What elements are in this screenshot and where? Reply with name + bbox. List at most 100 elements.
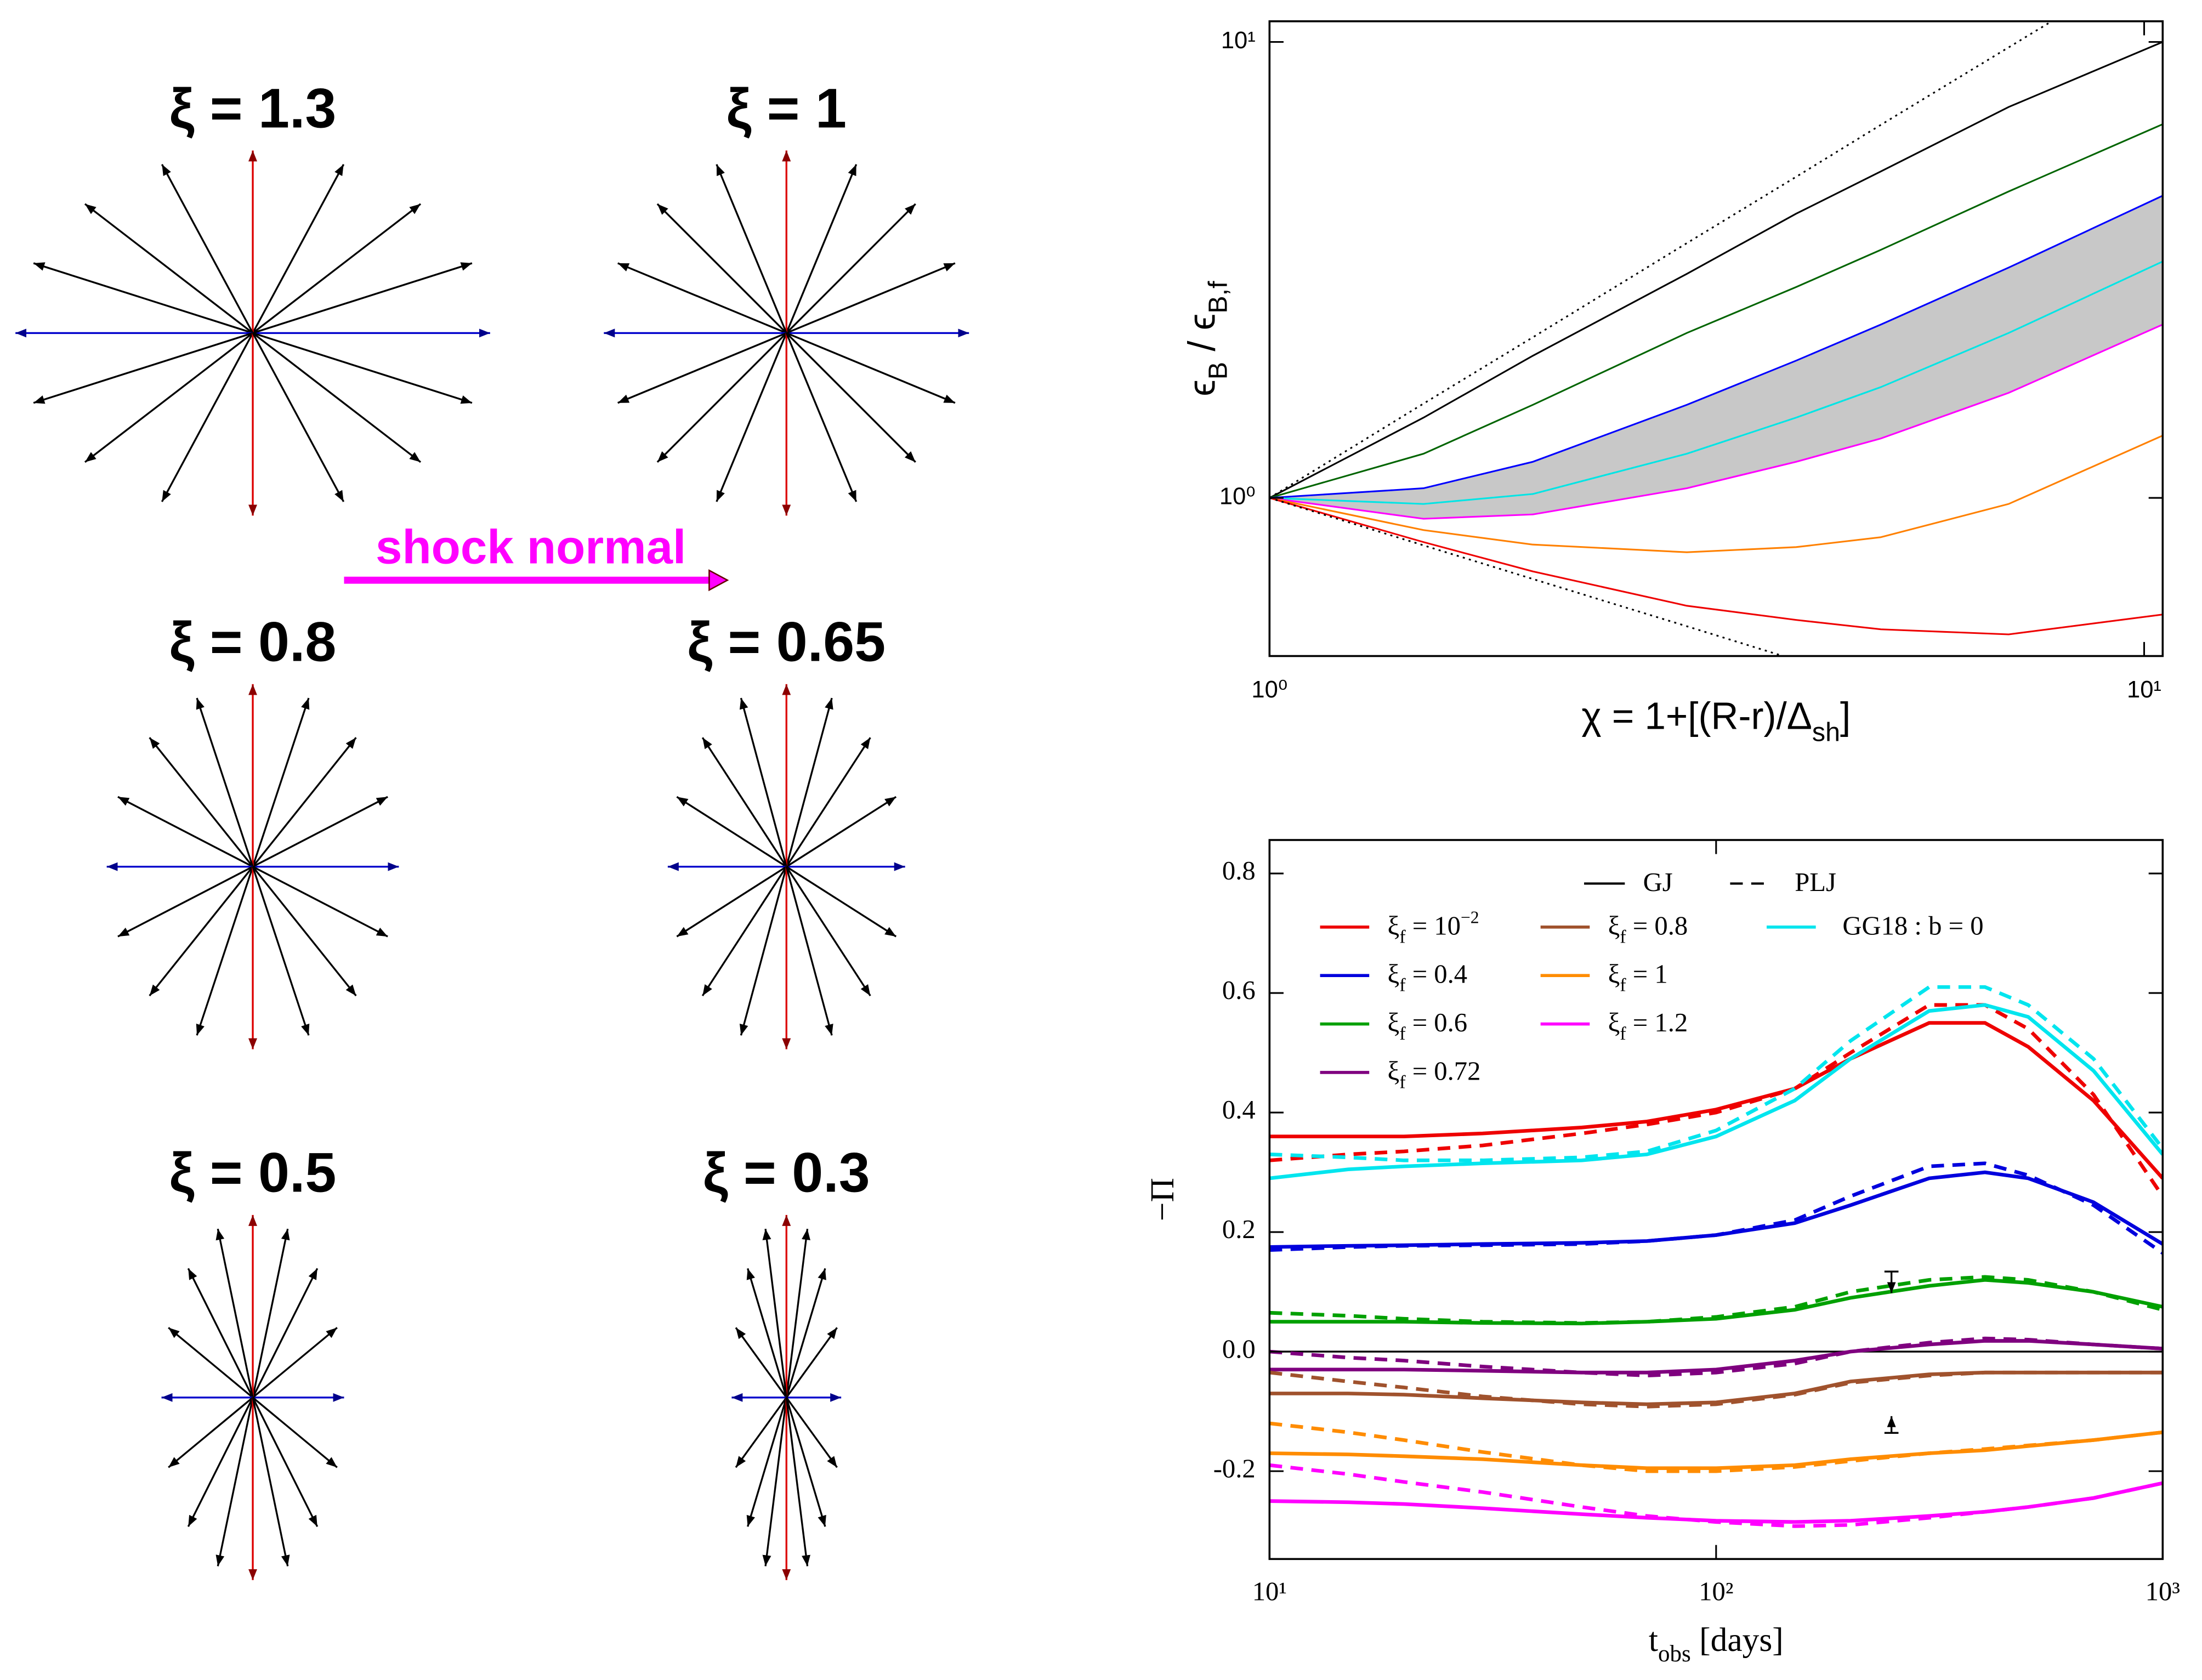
vector (161, 332, 254, 502)
vector (252, 1268, 319, 1398)
vector (762, 1228, 787, 1398)
series-line (1269, 1278, 2163, 1326)
legend-label-part: = 1 (1626, 960, 1668, 989)
x-tick-label: 10¹ (2127, 677, 2161, 703)
series-line (1269, 1421, 2163, 1473)
x-axis-label: χ = 1+[(R-r)/Δsh] (1581, 695, 1851, 747)
legend-label-part: f (1620, 927, 1626, 947)
legend-label: GG18 : b = 0 (1842, 911, 1983, 941)
x-axis-label-part: obs (1658, 1641, 1691, 1667)
vector (252, 332, 422, 463)
legend-style-label: PLJ (1795, 867, 1836, 897)
y-axis-label: −Π (1144, 1178, 1181, 1221)
vector (33, 332, 253, 404)
vector (746, 1268, 787, 1398)
vector (252, 1228, 290, 1398)
legend-label-part: ξ (1608, 911, 1620, 941)
legend-label-part: −2 (1461, 907, 1479, 927)
vector (252, 1397, 319, 1527)
y-tick-label: 0.6 (1222, 975, 1256, 1005)
legend-label-part: f (1399, 1072, 1406, 1093)
legend-label-part: ξ (1387, 1008, 1399, 1037)
vector (84, 203, 254, 334)
vector (252, 866, 310, 1036)
legend-label-part: = 0.8 (1626, 911, 1688, 941)
vector (252, 262, 473, 334)
vector (785, 1397, 838, 1468)
legend-label-part: ξ (1387, 1057, 1399, 1086)
y-tick-label: 10⁰ (1219, 484, 1256, 510)
vector (33, 262, 253, 334)
vector (785, 697, 833, 867)
legend-label-part: f (1399, 927, 1406, 947)
vector (252, 163, 345, 334)
x-axis-label-part: χ = 1+[(R-r)/Δ (1581, 695, 1812, 737)
series-line (1269, 985, 2163, 1162)
legend-label-part: = 0.72 (1406, 1057, 1481, 1086)
vector (785, 1397, 826, 1527)
legend-label: ξf = 10−2 (1387, 907, 1479, 947)
y-axis-label-part: B,f (1203, 281, 1233, 314)
x-axis-label-part: t (1649, 1621, 1658, 1659)
y-tick-label: 10¹ (1221, 27, 1256, 54)
diagram: ξ = 0.8 (106, 610, 399, 1049)
diagram: ξ = 1 (604, 76, 969, 516)
vector (617, 262, 787, 334)
x-tick-label: 10² (1699, 1577, 1733, 1607)
vector (215, 1397, 254, 1567)
vector (252, 332, 473, 404)
legend-style-label: GJ (1643, 867, 1673, 897)
series-line (1269, 497, 2163, 635)
vector (716, 332, 787, 502)
vector (149, 866, 254, 997)
vector (196, 697, 254, 867)
diagram-label: ξ = 0.65 (687, 610, 886, 673)
series-line (1269, 1336, 2163, 1378)
vector (117, 866, 253, 938)
vector (786, 262, 956, 334)
series-line (1269, 41, 2163, 499)
vector (252, 796, 388, 868)
legend-label-part: = 0.6 (1406, 1008, 1468, 1037)
plot-frame (1268, 20, 2164, 657)
vector (785, 1228, 810, 1398)
vector (252, 1397, 338, 1468)
y-tick-label: 0.2 (1222, 1214, 1256, 1244)
vector (676, 866, 787, 938)
legend-label: ξf = 1.2 (1608, 1008, 1688, 1044)
chart: 10⁰ 10¹ 10⁰ 10¹ χ = 1+[(R-r)/Δsh] ϵB / ϵB,f (1181, 20, 2164, 747)
vector (701, 737, 787, 867)
legend-label-part: = 0.4 (1406, 960, 1468, 989)
vector (785, 737, 871, 867)
vector (786, 203, 916, 334)
vector (252, 737, 357, 867)
chart: 10¹ 10² 10³ -0.2 0.0 0.2 0.4 0.6 0.8 tobs [days] −… (1144, 839, 2180, 1667)
diagram: ξ = 0.65 (667, 610, 905, 1049)
vector (785, 332, 858, 502)
vector (786, 332, 916, 463)
series-line (1269, 260, 2163, 505)
shock-normal-label: shock normal (376, 520, 686, 574)
series-line (1269, 1003, 2163, 1197)
diagram: ξ = 1.3 (15, 76, 490, 516)
legend-label: ξf = 0.8 (1608, 911, 1688, 947)
series-line (1269, 1370, 2163, 1409)
vector (735, 1327, 787, 1398)
legend-label-part: f (1620, 975, 1626, 996)
series-line (1269, 1481, 2163, 1524)
legend-label-part: = 10 (1406, 911, 1461, 941)
vector (785, 866, 871, 997)
vector (117, 796, 253, 868)
series-line (1269, 21, 2053, 499)
vector (187, 1268, 254, 1398)
vector (252, 1327, 338, 1399)
series-line (1269, 497, 1786, 656)
y-tick-label: 0.4 (1222, 1095, 1256, 1125)
x-axis-label-part: [days] (1691, 1621, 1784, 1659)
vector (252, 203, 422, 334)
vector (252, 1397, 290, 1567)
series-line (1269, 1463, 2163, 1528)
vector (785, 164, 858, 334)
vector (252, 697, 310, 867)
series-line (1269, 1003, 2163, 1180)
